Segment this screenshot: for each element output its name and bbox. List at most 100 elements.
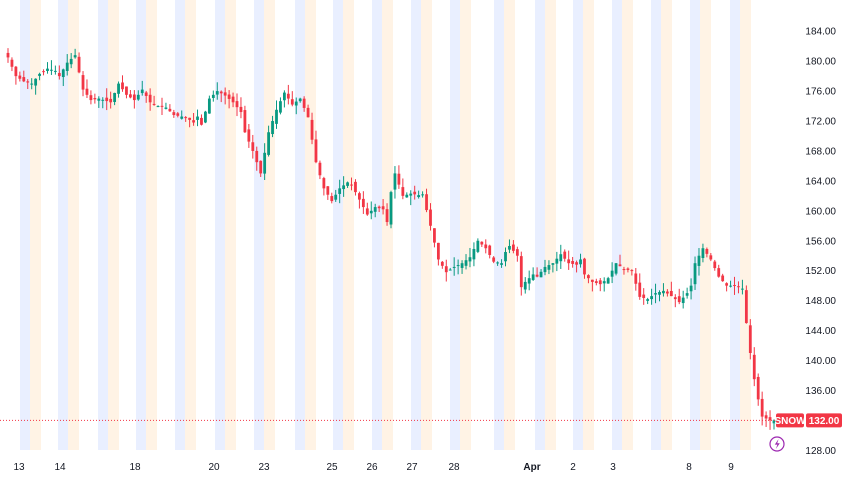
candle-body <box>298 98 302 102</box>
candle-body <box>101 99 105 101</box>
candle-body <box>606 278 610 284</box>
candle-body <box>401 187 405 196</box>
candle-body <box>768 417 772 421</box>
candle-body <box>97 98 101 101</box>
session-band-premarket <box>333 0 343 450</box>
session-band-postmarket <box>740 0 751 450</box>
price-tick-label: 160.00 <box>805 206 836 217</box>
candle-body <box>381 206 385 210</box>
time-tick-label: 3 <box>610 462 616 473</box>
candle-body <box>215 91 219 95</box>
candle-body <box>93 98 97 100</box>
candle-body <box>662 290 665 294</box>
session-band-postmarket <box>661 0 672 450</box>
session-bands <box>20 0 751 450</box>
time-tick-label: 14 <box>54 462 66 473</box>
candle-body <box>89 95 93 101</box>
candle-body <box>709 255 713 260</box>
candle-body <box>488 245 492 255</box>
price-tick-label: 148.00 <box>805 296 836 307</box>
candle-body <box>571 260 575 264</box>
session-band-premarket <box>98 0 108 450</box>
session-band-premarket <box>215 0 225 450</box>
candle-body <box>448 269 452 271</box>
candle-body <box>583 258 586 275</box>
candle-body <box>369 210 373 214</box>
candle-body <box>22 77 26 82</box>
session-band-premarket <box>20 0 30 450</box>
time-tick-label: Apr <box>523 462 540 473</box>
candle-body <box>156 106 160 108</box>
candle-body <box>235 101 239 108</box>
candle-body <box>172 112 176 116</box>
candle-body <box>196 116 199 120</box>
candle-body <box>590 279 594 282</box>
candle-body <box>673 297 677 300</box>
candle-body <box>733 285 736 287</box>
session-band-premarket <box>136 0 146 450</box>
candle-body <box>579 259 582 265</box>
candle-body <box>286 93 290 99</box>
candle-body <box>326 186 330 195</box>
price-tick-label: 152.00 <box>805 266 836 277</box>
candle-body <box>239 106 243 113</box>
candle-body <box>618 264 622 267</box>
candle-body <box>330 196 334 202</box>
candle-body <box>271 121 274 135</box>
candle-body <box>65 62 69 71</box>
candle-body <box>85 88 89 95</box>
candle-body <box>555 258 559 264</box>
candle-body <box>10 59 14 67</box>
candle-body <box>693 263 697 285</box>
candle-body <box>152 103 156 105</box>
session-band-postmarket <box>185 0 196 450</box>
candle-body <box>160 105 164 107</box>
candle-body <box>519 256 523 288</box>
time-axis: 13 14 18 20 23 25 26 27 28 Apr 2 3 8 9 <box>13 462 734 473</box>
candle-body <box>302 98 306 108</box>
candle-body <box>630 270 634 272</box>
candle-body <box>263 152 267 174</box>
candle-body <box>685 293 689 296</box>
session-band-premarket <box>450 0 460 450</box>
candle-body <box>109 98 113 103</box>
price-axis: 128.00132.00136.00140.00144.00148.00152.… <box>805 27 836 457</box>
replay-button-circle[interactable] <box>769 436 785 452</box>
candle-body <box>417 195 421 198</box>
candle-body <box>26 81 30 83</box>
session-band-postmarket <box>343 0 354 450</box>
candle-body <box>267 132 270 155</box>
candle-body <box>227 94 231 99</box>
candle-body <box>350 184 353 186</box>
candle-body <box>279 101 282 113</box>
candle-body <box>81 75 85 90</box>
candle-body <box>472 248 476 260</box>
session-band-premarket <box>612 0 622 450</box>
candle-body <box>393 173 397 190</box>
replay-button[interactable] <box>769 436 785 452</box>
session-band-premarket <box>651 0 661 450</box>
candle-body <box>365 208 369 215</box>
candle-body <box>575 262 578 265</box>
candle-body <box>480 241 484 245</box>
candle-body <box>306 107 310 118</box>
candle-body <box>634 273 638 284</box>
candle-body <box>764 415 768 419</box>
candle-body <box>294 101 298 106</box>
candle-body <box>77 56 81 73</box>
candle-body <box>275 109 278 124</box>
candle-body <box>737 286 740 288</box>
candle-body <box>669 290 673 297</box>
candle-body <box>132 94 136 101</box>
time-tick-label: 9 <box>728 462 734 473</box>
time-tick-label: 26 <box>366 462 378 473</box>
candle-body <box>409 193 413 196</box>
candle-body <box>496 262 500 264</box>
candle-body <box>456 265 460 267</box>
candle-body <box>223 92 227 96</box>
candle-body <box>654 293 657 295</box>
candle-body <box>14 66 18 77</box>
time-tick-label: 28 <box>448 462 460 473</box>
